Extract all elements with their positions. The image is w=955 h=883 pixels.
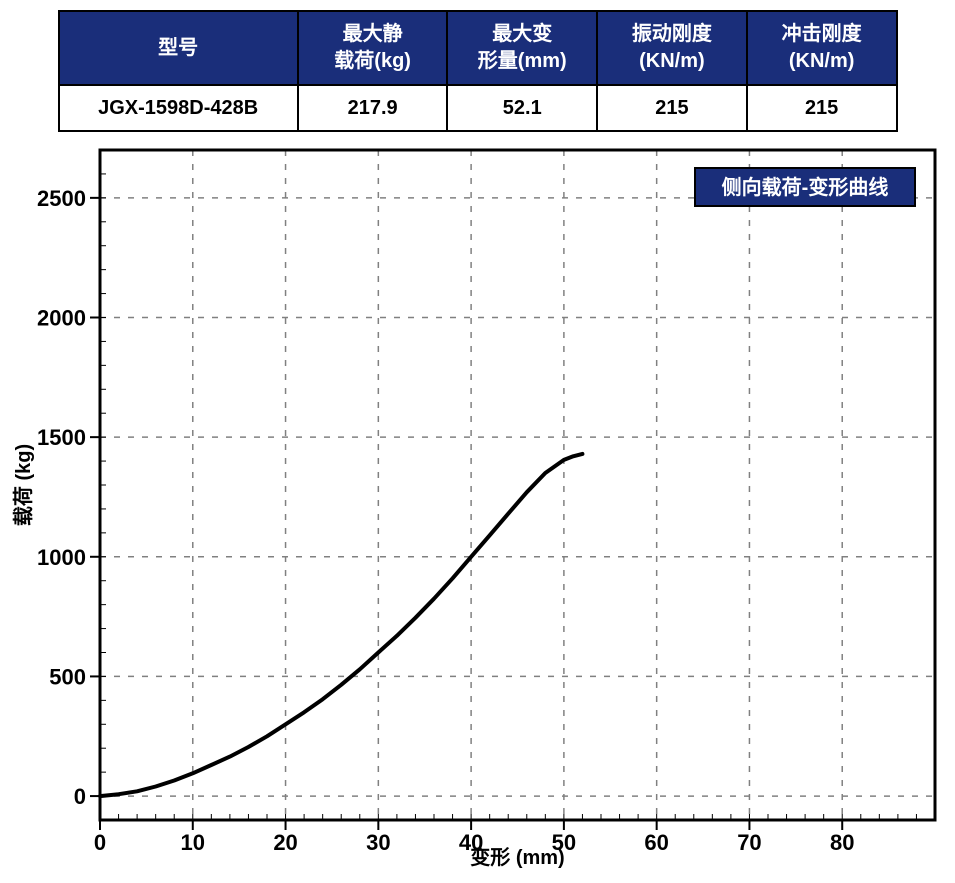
- x-tick-label: 70: [737, 830, 761, 855]
- table-header-row: 型号 最大静 载荷(kg) 最大变 形量(mm) 振动刚度 (KN/m) 冲击刚…: [59, 11, 897, 85]
- col-vibstiff-header: 振动刚度 (KN/m): [597, 11, 747, 85]
- x-tick-label: 60: [644, 830, 668, 855]
- col-model-header: 型号: [59, 11, 298, 85]
- x-tick-label: 0: [94, 830, 106, 855]
- cell-vibstiff: 215: [597, 85, 747, 131]
- legend-text: 侧向载荷-变形曲线: [722, 175, 889, 199]
- spec-table: 型号 最大静 载荷(kg) 最大变 形量(mm) 振动刚度 (KN/m) 冲击刚…: [58, 10, 898, 132]
- header-text-l2: 形量(mm): [478, 50, 567, 72]
- header-text-l2: (KN/m): [789, 50, 855, 72]
- table-row: JGX-1598D-428B 217.9 52.1 215 215: [59, 85, 897, 131]
- header-text-l1: 最大静: [343, 23, 403, 45]
- cell-maxload: 217.9: [298, 85, 448, 131]
- x-tick-label: 30: [366, 830, 390, 855]
- y-tick-label: 1500: [37, 425, 86, 450]
- header-text-l1: 振动刚度: [632, 23, 712, 45]
- header-text-l1: 冲击刚度: [782, 23, 862, 45]
- col-impactstiff-header: 冲击刚度 (KN/m): [747, 11, 897, 85]
- x-tick-label: 20: [273, 830, 297, 855]
- cell-maxdeform: 52.1: [447, 85, 597, 131]
- x-axis-label: 变形 (mm): [470, 845, 564, 869]
- header-text-l1: 最大变: [492, 23, 552, 45]
- load-deformation-chart: 0102030405060708005001000150020002500侧向载…: [10, 140, 945, 870]
- y-axis-label: 载荷 (kg): [11, 444, 35, 526]
- cell-model: JGX-1598D-428B: [59, 85, 298, 131]
- y-tick-label: 500: [49, 664, 86, 689]
- x-tick-label: 10: [181, 830, 205, 855]
- y-tick-label: 2500: [37, 186, 86, 211]
- y-tick-label: 0: [74, 784, 86, 809]
- header-text-l2: (KN/m): [639, 50, 705, 72]
- col-maxdeform-header: 最大变 形量(mm): [447, 11, 597, 85]
- x-tick-label: 80: [830, 830, 854, 855]
- col-maxload-header: 最大静 载荷(kg): [298, 11, 448, 85]
- chart-container: 0102030405060708005001000150020002500侧向载…: [10, 140, 945, 870]
- header-text-l2: 载荷(kg): [334, 50, 411, 72]
- y-tick-label: 1000: [37, 545, 86, 570]
- header-text: 型号: [158, 37, 198, 59]
- cell-impactstiff: 215: [747, 85, 897, 131]
- y-tick-label: 2000: [37, 306, 86, 331]
